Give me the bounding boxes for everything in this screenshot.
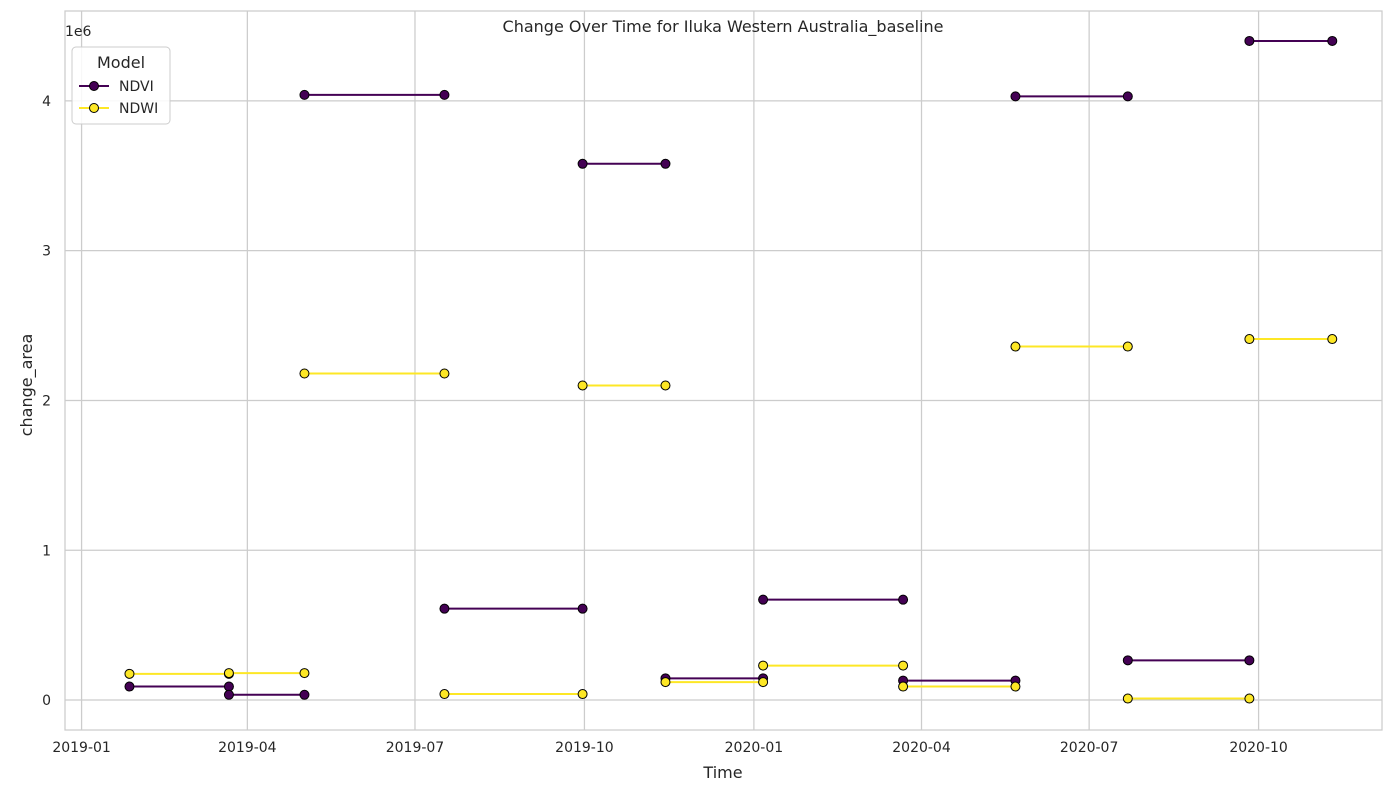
ndwi-point <box>1327 334 1338 345</box>
grid <box>65 11 1382 730</box>
series-ndwi <box>124 334 1338 704</box>
legend-label-ndwi: NDWI <box>119 101 158 117</box>
ndwi-point <box>1122 341 1133 352</box>
x-tick-label: 2020-01 <box>725 740 784 756</box>
ndwi-point <box>223 668 234 679</box>
tick-labels: 2019-01 2019-04 2019-07 2019-10 2020-01 2020-… <box>42 94 1288 756</box>
ndwi-point <box>124 668 135 679</box>
x-tick-label: 2020-04 <box>892 740 951 756</box>
ndwi-point <box>1122 693 1133 704</box>
ndvi-point <box>1244 35 1255 46</box>
ndvi-point <box>299 89 310 100</box>
ndvi-point <box>1122 91 1133 102</box>
x-axis-title: Time <box>702 763 742 782</box>
ndwi-point <box>898 681 909 692</box>
legend-entries: NDVI NDWI <box>79 79 158 117</box>
ndwi-point <box>1010 681 1021 692</box>
legend-marker-ndvi <box>89 81 99 91</box>
series-ndvi <box>124 35 1338 700</box>
legend-label-ndvi: NDVI <box>119 79 154 95</box>
ndwi-point <box>1244 693 1255 704</box>
series-layer <box>124 35 1338 704</box>
y-tick-label: 4 <box>42 94 51 110</box>
ndvi-point <box>223 689 234 700</box>
ndvi-point <box>124 681 135 692</box>
chart-title: Change Over Time for Iluka Western Austr… <box>503 17 944 37</box>
y-tick-label: 1 <box>42 543 51 559</box>
x-tick-label: 2019-07 <box>386 740 445 756</box>
plot-background <box>65 11 1382 730</box>
x-tick-label: 2020-07 <box>1060 740 1119 756</box>
ndwi-point <box>577 689 588 700</box>
y-tick-label: 2 <box>42 393 51 409</box>
x-tick-label: 2019-04 <box>218 740 277 756</box>
ndvi-point <box>577 158 588 169</box>
y-tick-label: 3 <box>42 244 51 260</box>
y-axis-offset-label: 1e6 <box>65 24 92 40</box>
ndwi-point <box>758 677 769 688</box>
ndvi-point <box>439 603 450 614</box>
ndwi-point <box>1244 334 1255 345</box>
ndvi-point <box>1122 655 1133 666</box>
legend-item-ndwi: NDWI <box>79 101 158 117</box>
ndvi-point <box>1327 35 1338 46</box>
plot-frame <box>64 10 1383 731</box>
ndwi-point <box>1010 341 1021 352</box>
ndvi-point <box>299 689 310 700</box>
ndvi-point <box>660 158 671 169</box>
ndvi-point <box>1244 655 1255 666</box>
y-axis-title: change_area <box>17 334 37 437</box>
x-tick-label: 2019-01 <box>52 740 111 756</box>
ndvi-point <box>223 681 234 692</box>
legend-marker-ndwi <box>89 103 99 113</box>
ndwi-point <box>758 660 769 671</box>
x-tick-label: 2019-10 <box>555 740 614 756</box>
ndwi-point <box>299 668 310 679</box>
ndwi-point <box>577 380 588 391</box>
ndwi-point <box>660 380 671 391</box>
ndwi-point <box>439 689 450 700</box>
ndvi-point <box>439 89 450 100</box>
ndwi-point <box>439 368 450 379</box>
ndwi-point <box>660 677 671 688</box>
legend: Model NDVI NDWI <box>71 46 171 125</box>
x-tick-label: 2020-10 <box>1229 740 1288 756</box>
ndvi-point <box>577 603 588 614</box>
y-tick-label: 0 <box>42 693 51 709</box>
ndwi-point <box>898 660 909 671</box>
ndwi-point <box>299 368 310 379</box>
legend-item-ndvi: NDVI <box>79 79 154 95</box>
legend-title: Model <box>97 53 145 72</box>
ndvi-point <box>758 594 769 605</box>
ndvi-point <box>898 594 909 605</box>
ndvi-point <box>1010 91 1021 102</box>
